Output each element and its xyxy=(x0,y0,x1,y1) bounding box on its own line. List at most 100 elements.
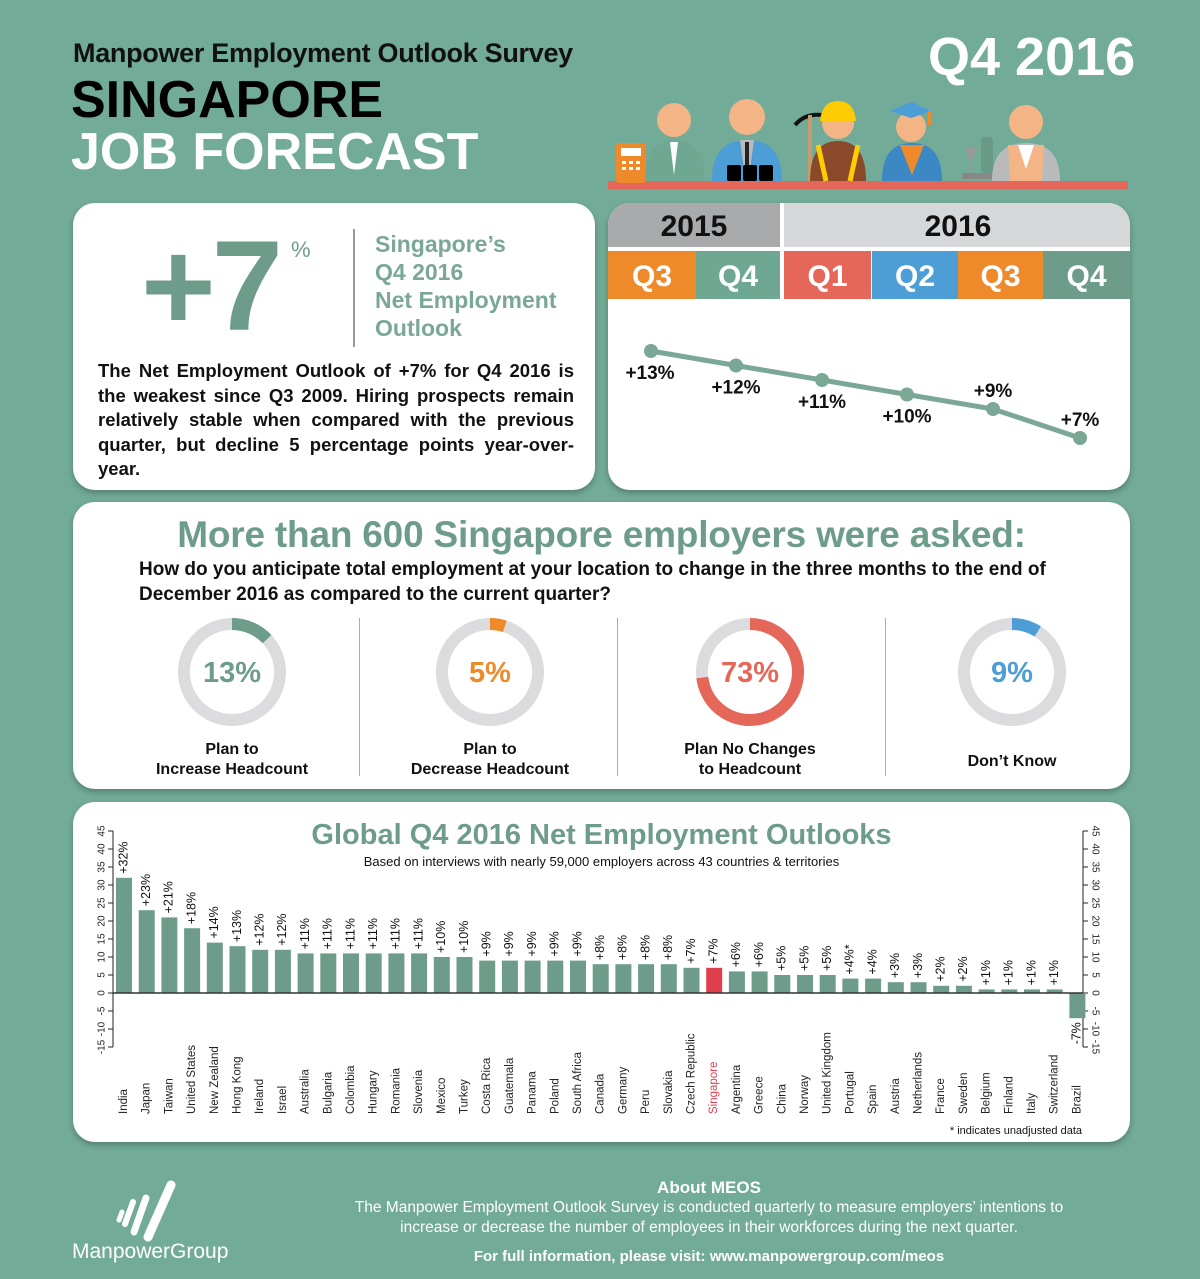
y-tick-label: 30 xyxy=(1089,879,1100,891)
bar-czech-republic xyxy=(683,967,700,993)
category-label: New Zealand xyxy=(209,1046,221,1114)
trend-point xyxy=(986,402,1000,416)
y-tick-label: -10 xyxy=(97,1021,108,1036)
accountant-figure-icon xyxy=(645,103,705,181)
y-tick-label: 40 xyxy=(97,843,108,855)
category-label: Bulgaria xyxy=(322,1071,334,1114)
bar-sweden xyxy=(955,985,972,993)
global-chart-card: -15 -15 -10 -10 -5 -5 0 0 5 5 10 10 15 15 20 20 25 25 30 30… xyxy=(73,802,1130,1142)
trend-point xyxy=(729,358,743,373)
category-label: Australia xyxy=(300,1069,312,1114)
shelf-bar xyxy=(608,181,1128,189)
bar-united-kingdom xyxy=(819,975,836,993)
donut-segment xyxy=(958,618,1066,726)
donut-chart: 9% xyxy=(958,618,1066,726)
bar-value-label: +11% xyxy=(343,918,357,949)
quarter-label: Q2 xyxy=(895,260,935,293)
brand-name: ManpowerGroup xyxy=(72,1240,229,1263)
global-bar-chart: -15 -15 -10 -10 -5 -5 0 0 5 5 10 10 15 15 20 20 25 25 30 30… xyxy=(97,825,1101,1114)
trend-value-label: +7% xyxy=(1061,410,1100,431)
donut-value: 9% xyxy=(991,657,1033,689)
category-label: Brazil xyxy=(1071,1085,1083,1114)
y-tick-label: 25 xyxy=(97,897,108,909)
summary-description: The Net Employment Outlook of +7% for Q4… xyxy=(98,360,574,479)
y-tick-label: -15 xyxy=(1089,1040,1100,1055)
y-tick-label: 30 xyxy=(97,879,108,891)
bar-value-label: +1% xyxy=(1002,960,1016,985)
quarter-label: Q3 xyxy=(980,260,1020,293)
bar-value-label: +6% xyxy=(729,942,743,967)
trend-card: 2015 2016 Q3 Q4 Q1 Q2 Q3 Q4 +13% +12% +11% +10% +9% +… xyxy=(608,203,1130,490)
bar-argentina xyxy=(728,971,745,993)
bar-mexico xyxy=(433,957,450,993)
bar-canada xyxy=(592,964,609,993)
donut-label: Plan No Changes to Headcount xyxy=(621,740,879,780)
bar-united-states xyxy=(184,928,201,993)
quarter-header xyxy=(1043,251,1130,299)
bar-value-label: +18% xyxy=(184,892,198,924)
bar-colombia xyxy=(343,953,359,993)
bar-bulgaria xyxy=(320,953,337,993)
question-text: How do you anticipate total employment a… xyxy=(139,559,1046,605)
bar-value-label: +4% xyxy=(865,949,879,974)
bar-ireland xyxy=(252,949,269,993)
donut-label-line: Plan to xyxy=(205,741,259,758)
bar-value-label: +6% xyxy=(752,942,766,967)
donut-segment xyxy=(436,618,544,726)
category-label: Canada xyxy=(595,1073,607,1114)
trend-value-label: +12% xyxy=(711,378,760,399)
more-info-link[interactable]: For full information, please visit: www.… xyxy=(473,1248,945,1265)
bar-netherlands xyxy=(910,982,927,993)
category-label: Hungary xyxy=(368,1070,380,1114)
year-label: 2016 xyxy=(925,210,992,243)
bar-value-label: +8% xyxy=(593,935,607,960)
bar-costa-rica xyxy=(479,960,496,993)
country-title: SINGAPORE xyxy=(71,71,384,129)
category-label: Germany xyxy=(617,1066,629,1114)
category-label: Poland xyxy=(549,1078,561,1114)
bar-taiwan xyxy=(161,917,178,993)
bar-guatemala xyxy=(501,960,518,993)
trend-value-label: +10% xyxy=(882,407,931,428)
bar-italy xyxy=(1024,989,1040,993)
y-tick-label: 10 xyxy=(1089,951,1100,963)
quarter-header xyxy=(958,251,1043,299)
category-label: Costa Rica xyxy=(481,1057,493,1114)
y-tick-label: 0 xyxy=(1089,990,1100,996)
trend-value-label: +11% xyxy=(798,392,846,413)
category-label: Netherlands xyxy=(913,1052,925,1114)
category-label: Taiwan xyxy=(163,1078,175,1114)
donut-value: 73% xyxy=(721,657,779,689)
y-tick-label: 45 xyxy=(1089,825,1100,837)
net-outlook-value: +7 xyxy=(141,215,283,358)
bar-norway xyxy=(797,975,813,993)
bar-value-label: +11% xyxy=(389,918,403,949)
category-label: France xyxy=(935,1078,947,1114)
year-header-2016 xyxy=(784,203,1130,247)
bar-value-label: +10% xyxy=(457,921,471,953)
category-label: Austria xyxy=(890,1078,902,1114)
category-label: Czech Republic xyxy=(686,1033,698,1114)
category-label: Guatemala xyxy=(504,1057,516,1114)
quarter-header xyxy=(784,251,871,299)
category-label: Belgium xyxy=(981,1072,993,1114)
donut-value: 5% xyxy=(469,657,511,689)
workers-illustration xyxy=(608,99,1128,189)
year-label: 2015 xyxy=(661,210,728,243)
bar-finland xyxy=(1001,989,1018,993)
bar-switzerland xyxy=(1046,989,1063,993)
category-label: South Africa xyxy=(572,1051,584,1114)
bar-hungary xyxy=(365,953,382,993)
y-tick-label: -10 xyxy=(1089,1022,1100,1037)
question-heading: More than 600 Singapore employers were a… xyxy=(177,514,1026,555)
chart-title: Global Q4 2016 Net Employment Outlooks xyxy=(311,819,892,851)
quarter-label: Q1 xyxy=(807,260,847,293)
category-label: Greece xyxy=(754,1076,766,1114)
donut-item: 13% Plan to Increase Headcount xyxy=(103,614,361,779)
survey-title: Manpower Employment Outlook Survey xyxy=(73,38,573,68)
category-label: Colombia xyxy=(345,1065,357,1114)
bar-value-label: +11% xyxy=(298,918,312,949)
donut-item: 9% Don’t Know xyxy=(883,614,1130,779)
column-divider xyxy=(885,618,886,776)
trend-point xyxy=(1073,431,1087,445)
